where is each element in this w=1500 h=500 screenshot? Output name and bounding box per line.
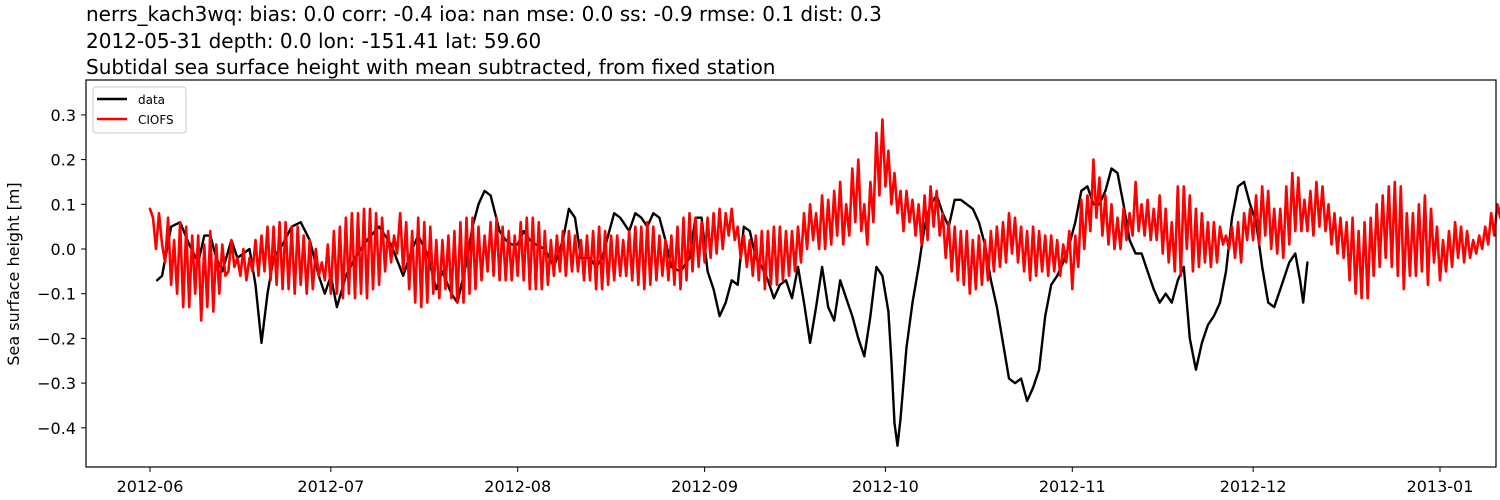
legend-label-data: data	[138, 93, 165, 107]
x-tick-label: 2012-09	[671, 477, 738, 496]
y-tick-label: 0.1	[51, 195, 76, 214]
y-axis: 0.3 0.2 0.1 0.0 −0.1 −0.2 −0.3 −0.4	[37, 106, 86, 438]
y-tick-label: −0.1	[37, 285, 76, 304]
y-tick-label: 0.2	[51, 151, 76, 170]
y-tick-label: 0.3	[51, 106, 76, 125]
x-axis: 2012-06 2012-07 2012-08 2012-09 2012-10 2012-…	[117, 467, 1474, 496]
y-tick-label: 0.0	[51, 240, 76, 259]
x-tick-label: 2013-01	[1407, 477, 1474, 496]
chart-title-description: Subtidal sea surface height with mean su…	[86, 55, 776, 79]
x-tick-label: 2012-07	[297, 477, 364, 496]
x-tick-label: 2012-10	[852, 477, 919, 496]
x-tick-label: 2012-08	[484, 477, 551, 496]
y-axis-label: Sea surface height [m]	[4, 182, 23, 365]
chart-title-stats: nerrs_kach3wq: bias: 0.0 corr: -0.4 ioa:…	[86, 2, 882, 26]
plot-lines	[148, 118, 1500, 447]
y-tick-label: −0.2	[37, 329, 76, 348]
x-tick-label: 2012-11	[1039, 477, 1106, 496]
series-line-ciofs	[148, 118, 1500, 322]
plot-area-frame	[85, 79, 1497, 468]
x-tick-label: 2012-12	[1220, 477, 1287, 496]
legend-label-ciofs: CIOFS	[138, 113, 174, 127]
chart-title-station-info: 2012-05-31 depth: 0.0 lon: -151.41 lat: …	[86, 29, 542, 53]
legend: data CIOFS	[92, 86, 187, 134]
y-tick-label: −0.3	[37, 374, 76, 393]
y-tick-label: −0.4	[37, 419, 76, 438]
x-tick-label: 2012-06	[117, 477, 184, 496]
